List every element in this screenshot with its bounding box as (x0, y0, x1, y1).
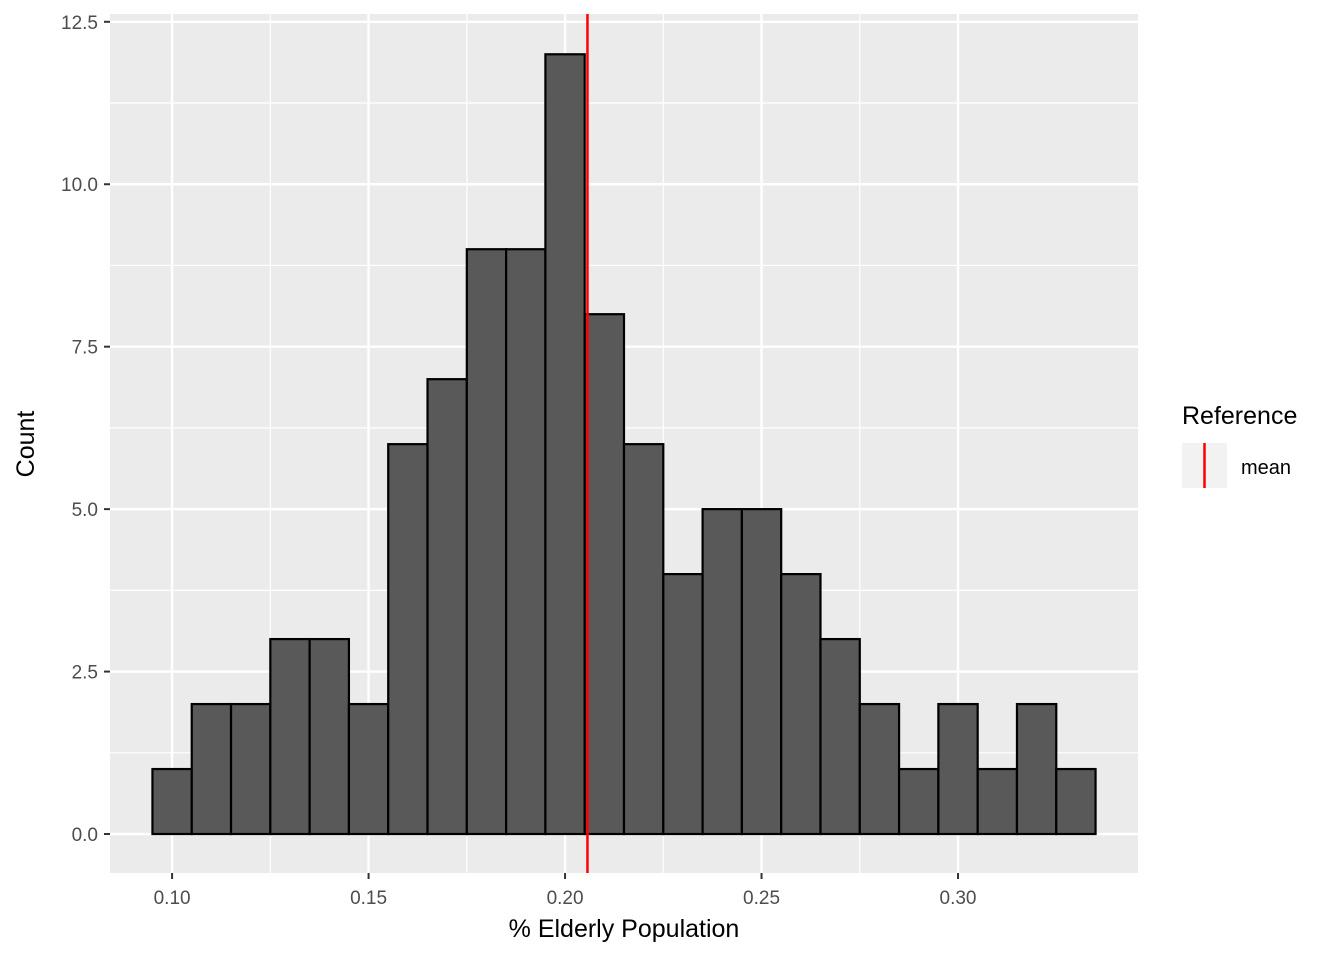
histogram-bar (229, 702, 272, 836)
legend-title: Reference (1182, 402, 1297, 430)
legend-label-mean: mean (1241, 457, 1291, 479)
histogram-bar (740, 508, 783, 836)
histogram-bar (544, 53, 586, 836)
histogram-bars (151, 53, 1097, 836)
histogram-bar (151, 767, 193, 836)
histogram-bar (662, 573, 704, 836)
histogram-bar (269, 637, 311, 836)
histogram-bar (1055, 767, 1097, 836)
histogram-bar (622, 443, 665, 836)
x-tick-label: 0.20 (547, 888, 584, 909)
x-tick-label: 0.30 (940, 888, 977, 909)
histogram-bar (976, 767, 1019, 836)
y-tick-label: 7.5 (72, 338, 98, 359)
histogram-bar (190, 702, 233, 836)
histogram-bar (780, 573, 822, 836)
histogram-bar (347, 702, 390, 836)
histogram-bar (505, 248, 547, 836)
histogram-bar (819, 637, 861, 836)
histogram-bar (583, 313, 626, 836)
histogram-bar (897, 767, 940, 836)
x-tick-label: 0.10 (154, 888, 191, 909)
histogram-bar (308, 637, 351, 836)
y-tick-label: 0.0 (72, 825, 98, 846)
y-tick-label: 10.0 (61, 175, 98, 196)
histogram-bar (465, 248, 508, 836)
axis-ticks: 0.10 0.15 0.20 0.25 0.30 0.0 2.5 5.0 7.5 10.0 12.5 (61, 13, 976, 909)
y-axis-title: Count (12, 411, 40, 478)
histogram-bar (387, 443, 429, 836)
y-tick-label: 2.5 (72, 663, 98, 684)
x-tick-label: 0.25 (743, 888, 780, 909)
legend: Reference mean (1182, 402, 1297, 488)
x-axis-title: % Elderly Population (509, 915, 740, 943)
histogram-bar (937, 702, 979, 836)
histogram-bar (426, 378, 468, 836)
histogram-bar (858, 702, 901, 836)
x-tick-label: 0.15 (350, 888, 387, 909)
histogram-bar (701, 508, 743, 836)
y-tick-label: 12.5 (61, 13, 98, 34)
histogram-bar (1015, 702, 1058, 836)
y-tick-label: 5.0 (72, 500, 98, 521)
